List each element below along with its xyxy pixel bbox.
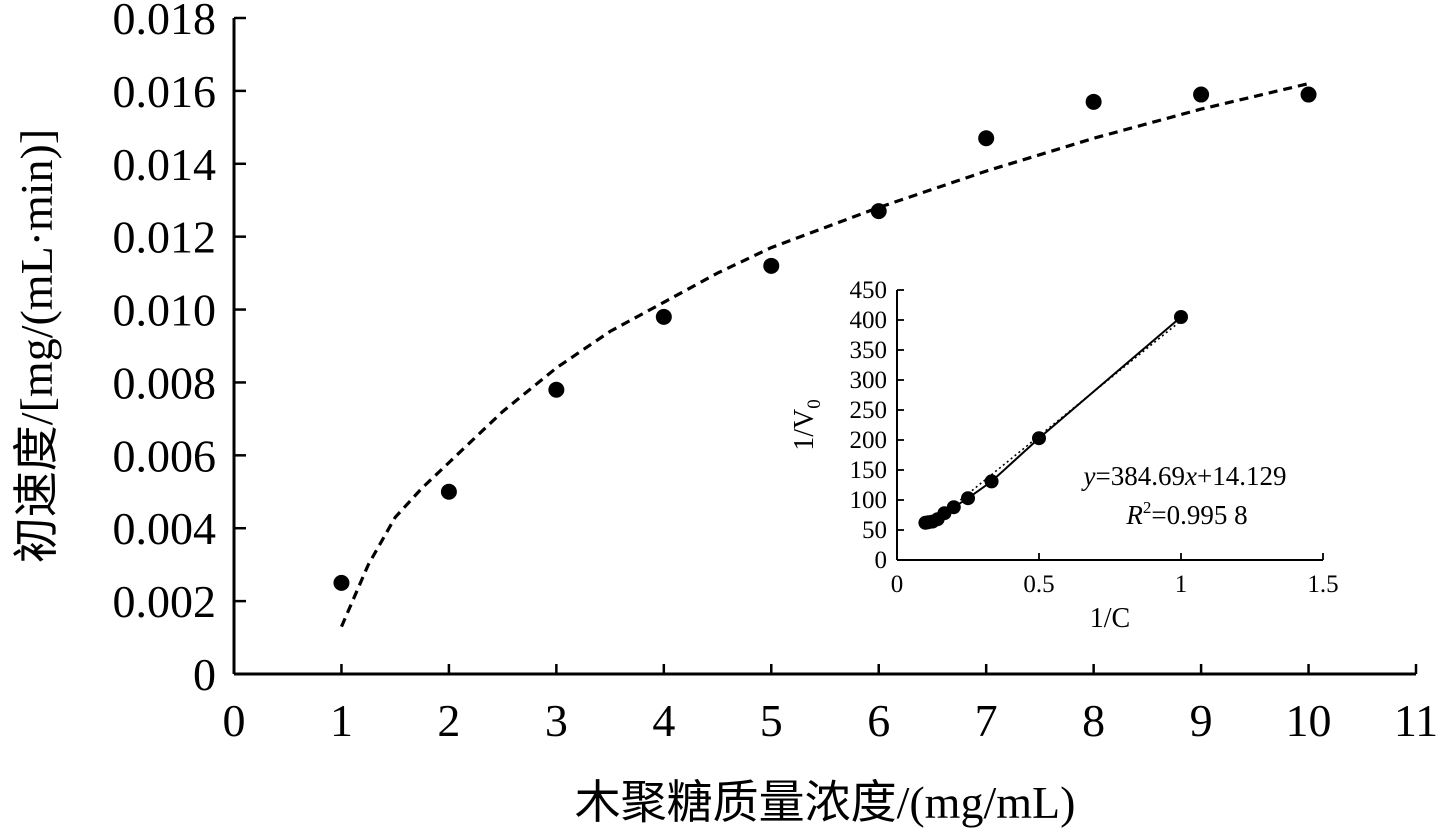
main-x-tick-label: 9 [1190,695,1213,746]
inset-data-point [961,491,975,506]
main-x-tick-label: 2 [437,695,460,746]
main-fit-curve-group [340,82,1309,628]
inset-data-point [1032,431,1046,446]
equation-x-var: x [1184,461,1197,491]
main-tick-labels-group: 0 1 2 3 4 5 6 7 8 9 10 1100.0020.0040.0060.0080.010… [113,0,1439,746]
inset-data-point [984,474,999,489]
main-data-point [870,203,887,220]
inset-data-point [1174,310,1188,324]
inset-y-tick-label: 400 [850,307,888,334]
main-y-axis-label: 初速度/[mg/(mL·min)] [11,129,62,563]
main-x-tick-label: 7 [975,695,998,746]
main-y-tick-label: 0 [193,649,216,700]
inset-y-tick-label: 350 [850,337,888,364]
inset-y-axis-label-sub: 0 [804,399,825,409]
equation-y-var: y [1081,461,1096,491]
inset-y-tick-label: 0 [875,547,888,574]
inset-r-squared: R2=0.995 8 [1125,498,1247,530]
inset-y-axis-label-main: 1/V [789,409,820,451]
inset-y-tick-label: 50 [862,517,887,544]
inset-y-tick-label: 300 [850,367,888,394]
inset-x-tick-label: 0.5 [1023,571,1054,598]
inset-y-axis-label: 1/V0 [789,399,825,451]
main-x-tick-label: 5 [760,695,783,746]
main-x-axis-label: 木聚糖质量浓度/(mg/mL) [575,777,1076,828]
main-chart: 0 1 2 3 4 5 6 7 8 9 10 1100.0020.0040.0060.0080.010… [11,0,1438,828]
inset-data-line [925,316,1182,524]
main-data-point [333,574,350,591]
main-x-tick-label: 11 [1394,695,1438,746]
inset-y-tick-label: 250 [850,397,888,424]
main-data-point [763,257,780,274]
main-data-point [1300,86,1317,103]
inset-y-tick-label: 150 [850,457,888,484]
r-squared-value: =0.995 8 [1151,500,1247,530]
inset-x-tick-label: 1.5 [1307,571,1338,598]
main-y-tick-label: 0.016 [113,66,217,117]
main-y-tick-label: 0.010 [113,285,217,336]
r-squared-var: R [1125,500,1143,530]
main-x-tick-label: 10 [1286,695,1332,746]
main-axes-group [232,16,1418,676]
main-data-point [978,130,995,147]
main-x-tick-label: 1 [330,695,353,746]
main-data-point [1193,86,1210,103]
inset-axes-group [896,289,1324,561]
equation-part-1: =384.69 [1096,461,1185,491]
main-x-tick-label: 6 [867,695,890,746]
main-y-tick-label: 0.014 [113,139,217,190]
main-data-point [548,381,565,398]
inset-data-point [946,500,961,515]
main-data-point [655,308,672,325]
main-y-tick-label: 0.006 [113,430,217,481]
main-y-tick-label: 0.018 [113,0,217,44]
inset-fit-equation: y=384.69x+14.129 [1081,461,1287,491]
main-x-tick-label: 0 [223,695,246,746]
inset-x-tick-label: 0 [891,571,904,598]
inset-y-tick-label: 100 [850,487,888,514]
main-x-tick-label: 3 [545,695,568,746]
main-y-tick-label: 0.002 [113,576,217,627]
main-x-tick-label: 4 [652,695,675,746]
main-x-tick-label: 8 [1082,695,1105,746]
main-data-point [440,483,457,500]
equation-part-2: +14.129 [1197,461,1286,491]
inset-y-tick-label: 200 [850,427,888,454]
inset-x-tick-label: 1 [1175,571,1188,598]
main-y-tick-label: 0.008 [113,357,217,408]
main-y-tick-label: 0.012 [113,212,217,263]
inset-points-group [918,310,1188,530]
r-squared-sup: 2 [1143,498,1152,517]
main-points-group [333,86,1317,591]
inset-y-tick-label: 450 [850,277,888,304]
inset-x-axis-label: 1/C [1090,603,1130,634]
main-fit-curve [340,82,1309,628]
main-data-point [1085,93,1102,110]
main-y-tick-label: 0.004 [113,503,217,554]
